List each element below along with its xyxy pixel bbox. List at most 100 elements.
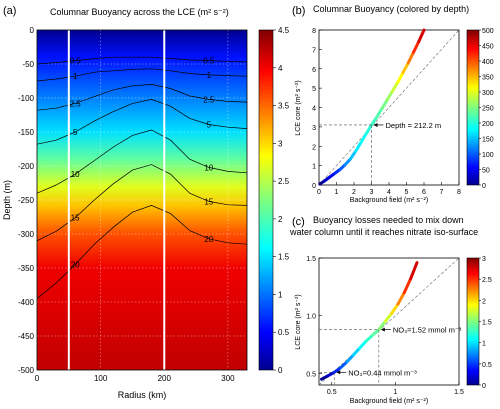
y-tick-label: 1.0 [306, 314, 316, 321]
data-segment [349, 149, 358, 161]
y-tick-label: 8 [312, 28, 316, 35]
colorbar-tick-label: 350 [482, 75, 494, 82]
colorbar-tick-label: 2 [278, 215, 283, 224]
panel-b-letter: (b) [292, 5, 305, 17]
one-to-one-line [318, 257, 460, 386]
colorbar-tick-label: 2 [482, 298, 486, 305]
panel-b-colorbar [466, 29, 480, 186]
y-tick-label: -400 [18, 298, 35, 307]
marker-label: NO₃=0.44 mmol m⁻³ [348, 368, 417, 377]
data-segment [402, 277, 413, 295]
panel-a-letter: (a) [3, 5, 16, 17]
panel-c-letter: (c) [292, 216, 305, 228]
contour-line [37, 164, 247, 242]
colorbar-tick-label: 400 [482, 59, 494, 66]
contour-line [37, 56, 247, 65]
panel-c-colorbar [466, 257, 480, 386]
x-tick-label: 100 [94, 374, 108, 383]
y-tick-label: 4 [312, 106, 316, 113]
data-segment [377, 320, 387, 332]
x-tick-label: 0.5 [327, 389, 337, 396]
marker-arrowhead [336, 370, 341, 375]
panel-a-heatmap: 0.5 0.5 1 1 2.5 2.5 5 5 10 10 15 15 20 20 [36, 29, 248, 371]
contour-line [37, 68, 247, 82]
data-segment [406, 50, 415, 65]
y-tick-label: 6 [312, 67, 316, 74]
y-tick-label: -350 [18, 264, 35, 273]
y-tick-label: 2 [312, 144, 316, 151]
panel-c-ylabel: LCE core (m² s⁻²) [295, 294, 302, 349]
data-segment [351, 346, 362, 357]
x-tick-label: 5 [405, 189, 409, 196]
contour-label: 2.5 [203, 95, 215, 104]
data-segment [409, 261, 419, 281]
x-tick-label: 0 [317, 189, 321, 196]
contour-label: 10 [204, 163, 213, 172]
y-tick-label: 0 [30, 26, 35, 35]
data-segment [412, 40, 421, 54]
data-segment [383, 311, 394, 323]
colorbar-tick-label: 450 [482, 44, 494, 51]
panel-c-title-1: Buoyancy losses needed to mix down [313, 215, 464, 225]
contour-label: 2.5 [70, 99, 82, 108]
contour-label: 0.5 [70, 57, 82, 66]
y-tick-label: -100 [18, 94, 35, 103]
y-tick-label: -150 [18, 128, 35, 137]
contour-label: 1 [73, 72, 78, 81]
colorbar-tick-label: 1.5 [482, 320, 492, 327]
colorbar-tick-label: 3.5 [278, 102, 290, 111]
panel-c-xlabel: Background field (m² s⁻²) [350, 398, 428, 405]
contour-label: 10 [71, 170, 80, 179]
contour-line [37, 84, 247, 111]
colorbar-tick-label: 50 [482, 168, 490, 175]
colorbar-tick-label: 200 [482, 121, 494, 128]
colorbar-tick-label: 0.5 [278, 328, 290, 337]
contour-line [37, 99, 247, 145]
y-tick-label: 3 [312, 125, 316, 132]
data-segment [396, 71, 405, 84]
x-tick-label: 4 [387, 189, 391, 196]
x-tick-label: 6 [422, 189, 426, 196]
colorbar-tick-label: 3 [278, 139, 283, 148]
x-tick-label: 200 [158, 374, 172, 383]
y-tick-label: -50 [22, 60, 34, 69]
contour-label: 15 [204, 197, 213, 206]
panel-b-frame [318, 29, 460, 186]
marker-arrowhead [380, 327, 385, 332]
data-segment [370, 115, 379, 127]
colorbar-tick-label: 2.5 [482, 277, 492, 284]
y-tick-label: 0 [312, 183, 316, 190]
colorbar-tick-label: 0 [482, 383, 486, 390]
panel-a-ylabel: Depth (m) [2, 180, 12, 220]
data-segment [358, 339, 368, 350]
x-tick-label: 0 [35, 374, 40, 383]
colorbar-tick-label: 150 [482, 137, 494, 144]
colorbar-tick-label: 4.5 [278, 26, 290, 35]
x-tick-label: 1 [335, 189, 339, 196]
x-tick-label: 8 [457, 189, 461, 196]
x-tick-label: 300 [221, 374, 235, 383]
colorbar-tick-label: 250 [482, 106, 494, 113]
y-tick-label: 0.5 [306, 371, 316, 378]
x-tick-label: 7 [440, 189, 444, 196]
panel-a-frame [36, 29, 248, 371]
data-segment [401, 61, 410, 75]
x-tick-label: 2 [352, 189, 356, 196]
data-segment [364, 123, 373, 136]
y-tick-label: -200 [18, 162, 35, 171]
panel-b-ylabel: LCE core (m² s⁻²) [295, 80, 302, 135]
y-tick-label: 1.5 [306, 256, 316, 263]
colorbar-tick-label: 4 [278, 64, 283, 73]
data-segment [345, 353, 355, 364]
colorbar-tick-label: 500 [482, 28, 494, 35]
y-tick-label: -300 [18, 230, 35, 239]
x-tick-label: 3 [370, 189, 374, 196]
panel-c-title-2: water column until it reaches nitrate is… [289, 227, 478, 237]
panel-a-title: Columnar Buoyancy across the LCE (m² s⁻²… [50, 7, 229, 17]
marker-arrowhead [373, 122, 378, 127]
y-tick-label: 5 [312, 86, 316, 93]
colorbar-tick-label: 2.5 [278, 177, 290, 186]
panel-a-xlabel: Radius (km) [118, 390, 167, 400]
colorbar-tick-label: 100 [482, 152, 494, 159]
